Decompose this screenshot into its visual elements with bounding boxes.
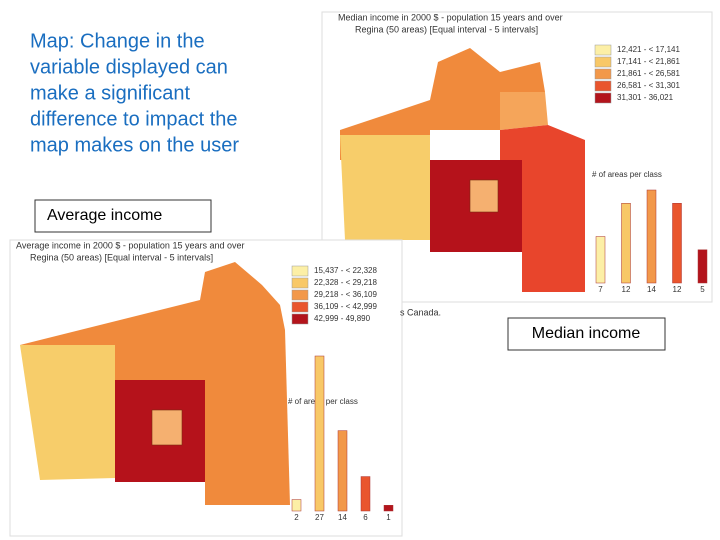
bar-label: 27 (315, 513, 324, 522)
legend-swatch (594, 56, 612, 68)
bar (595, 236, 606, 284)
bar-label: 14 (338, 513, 347, 522)
bar-label: 5 (700, 285, 705, 294)
source-fragment: s Canada. (400, 307, 441, 317)
legend-swatch (291, 313, 309, 325)
heading-line: variable displayed can (30, 56, 228, 78)
heading-line: Map: Change in the (30, 30, 205, 52)
legend-swatch (594, 80, 612, 92)
legend-swatch (291, 289, 309, 301)
bar (383, 505, 394, 512)
legend-swatch (594, 44, 612, 56)
bar (314, 355, 325, 512)
histogram-title: # of areas per class (592, 170, 662, 179)
legend-swatch (291, 265, 309, 277)
heading: Map: Change in the variable displayed can… (30, 30, 239, 156)
bar-label: 14 (647, 285, 656, 294)
label-box (34, 199, 212, 233)
legend-label: 36,109 - < 42,999 (314, 302, 377, 311)
legend-swatch (291, 277, 309, 289)
map-subtitle: Regina (50 areas) [Equal interval - 5 in… (355, 24, 538, 34)
bar-label: 2 (294, 513, 299, 522)
bar-label: 12 (622, 285, 631, 294)
average-screenshot: Average income in 2000 $ - population 15… (9, 239, 403, 537)
legend-label: 12,421 - < 17,141 (617, 45, 680, 54)
bar (621, 203, 631, 284)
legend-label: 21,861 - < 26,581 (617, 69, 680, 78)
legend-label: 15,437 - < 22,328 (314, 266, 377, 275)
city-core (469, 179, 499, 213)
bar (360, 476, 371, 512)
region (500, 92, 548, 130)
heading-line: map makes on the user (30, 134, 239, 156)
legend-label: 22,328 - < 29,218 (314, 278, 377, 287)
region (340, 135, 430, 240)
median-label: Median income (532, 325, 641, 342)
region (20, 262, 285, 380)
legend-swatch (291, 301, 309, 313)
legend-label: 17,141 - < 21,861 (617, 57, 680, 66)
bar-label: 12 (673, 285, 682, 294)
legend-label: 31,301 - 36,021 (617, 93, 674, 102)
average-label: Average income (47, 207, 162, 224)
legend-label: 29,218 - < 36,109 (314, 290, 377, 299)
bar-label: 1 (386, 513, 391, 522)
bar (291, 499, 302, 512)
heading-line: difference to impact the (30, 108, 238, 130)
map-title: Median income in 2000 $ - population 15 … (338, 12, 563, 22)
map-subtitle: Regina (50 areas) [Equal interval - 5 in… (30, 252, 213, 262)
bar-label: 6 (363, 513, 368, 522)
region (205, 330, 290, 505)
label-box (507, 317, 666, 351)
bar (697, 249, 708, 284)
bar (646, 189, 657, 284)
region (340, 48, 545, 160)
bar (337, 430, 348, 512)
legend-label: 26,581 - < 31,301 (617, 81, 680, 90)
city-core (151, 409, 183, 446)
legend-swatch (594, 68, 612, 80)
map-title: Average income in 2000 $ - population 15… (16, 240, 245, 250)
region (500, 125, 585, 292)
legend-swatch (594, 92, 612, 104)
bar (672, 203, 682, 284)
legend-label: 42,999 - 49,890 (314, 314, 371, 323)
heading-line: make a significant (30, 82, 191, 104)
region (20, 345, 115, 480)
bar-label: 7 (598, 285, 603, 294)
